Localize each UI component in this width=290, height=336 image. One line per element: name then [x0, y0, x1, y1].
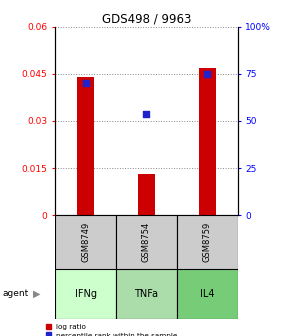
- Bar: [177, 215, 238, 269]
- Text: GSM8759: GSM8759: [203, 222, 212, 262]
- Legend: log ratio, percentile rank within the sample: log ratio, percentile rank within the sa…: [44, 323, 179, 336]
- Text: TNFa: TNFa: [135, 289, 158, 299]
- Bar: [199, 68, 216, 215]
- Text: GSM8754: GSM8754: [142, 222, 151, 262]
- Bar: [138, 174, 155, 215]
- Title: GDS498 / 9963: GDS498 / 9963: [102, 13, 191, 26]
- Point: [83, 81, 88, 86]
- Bar: [77, 77, 94, 215]
- Text: IFNg: IFNg: [75, 289, 97, 299]
- Point: [144, 112, 149, 117]
- Bar: [116, 269, 177, 319]
- Text: GSM8749: GSM8749: [81, 222, 90, 262]
- Text: ▶: ▶: [33, 289, 41, 299]
- Text: agent: agent: [3, 290, 29, 298]
- Point: [205, 71, 210, 77]
- Text: IL4: IL4: [200, 289, 215, 299]
- Bar: [55, 269, 116, 319]
- Bar: [177, 269, 238, 319]
- Bar: [55, 215, 116, 269]
- Bar: [116, 215, 177, 269]
